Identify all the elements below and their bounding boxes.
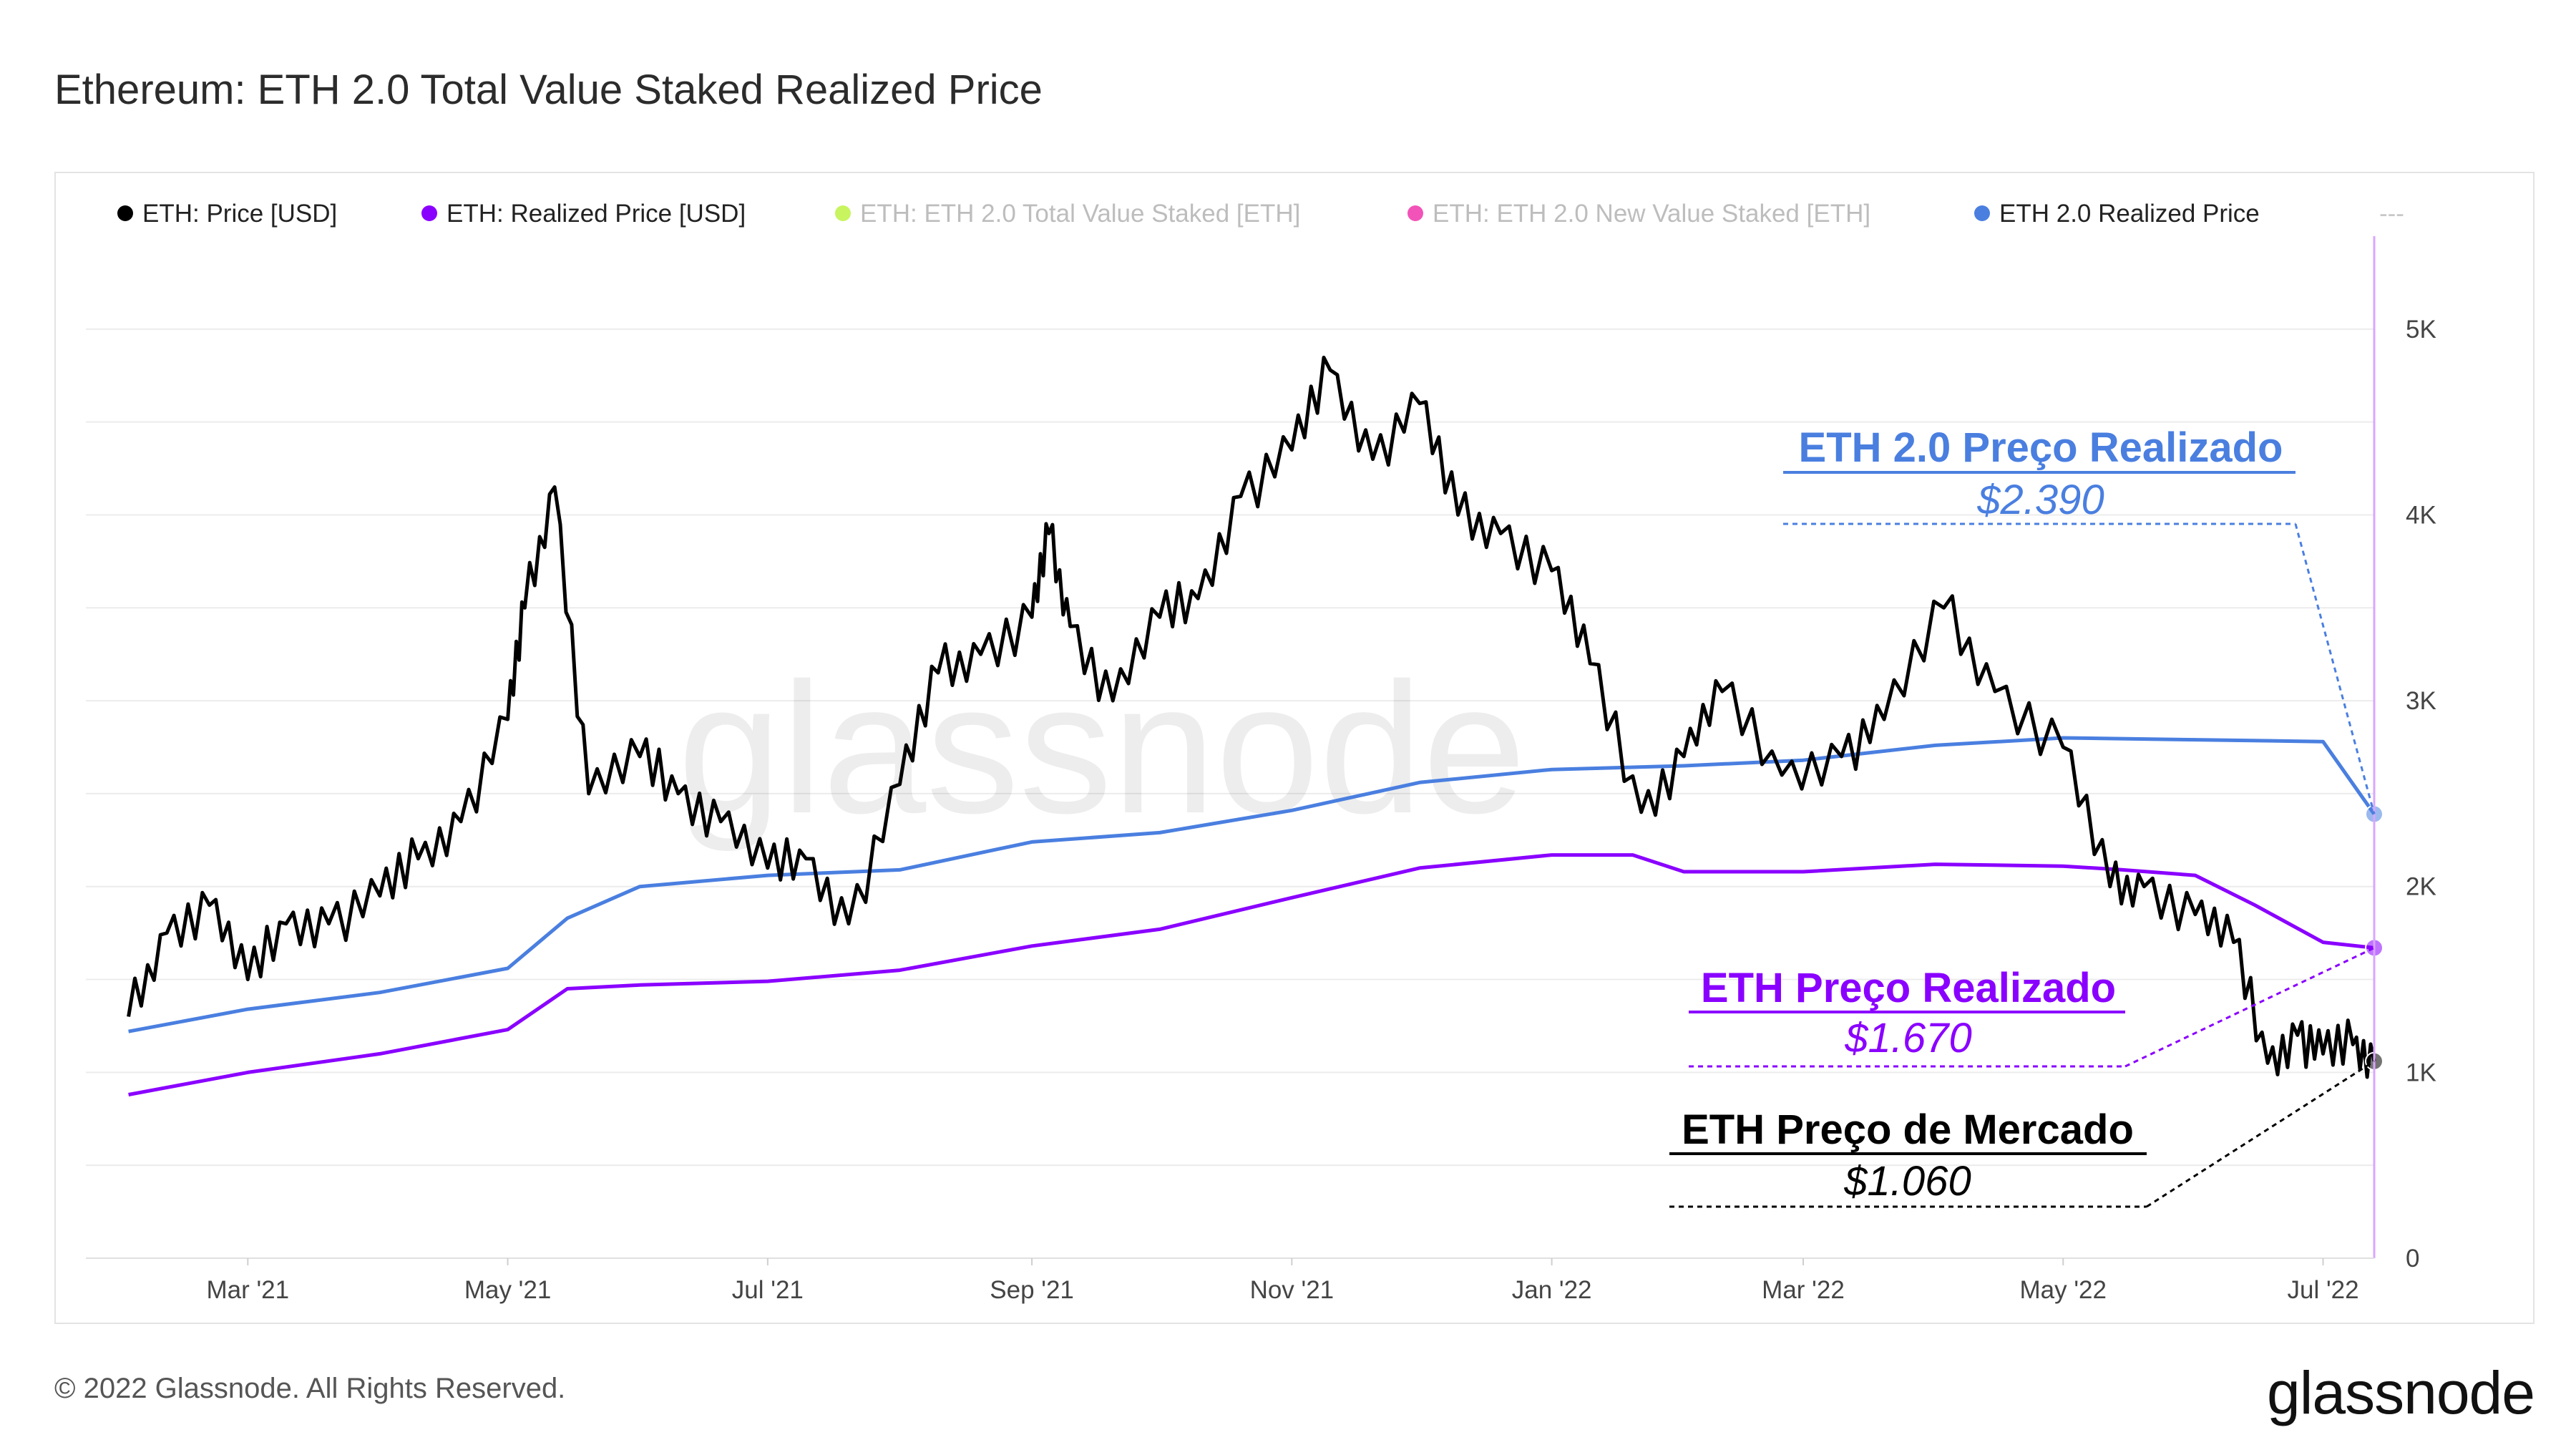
legend-dot-icon (117, 205, 133, 221)
legend-dot-icon (421, 205, 437, 221)
realized-price-line (128, 853, 2375, 1096)
legend-item[interactable]: ETH: ETH 2.0 Total Value Staked [ETH] (835, 200, 1300, 228)
legend-item[interactable]: ETH: ETH 2.0 New Value Staked [ETH] (1407, 200, 1870, 228)
x-tick-label: Jul '22 (2287, 1276, 2358, 1304)
y-tick-label: 0 (2406, 1245, 2419, 1273)
legend-item[interactable]: ETH: Price [USD] (117, 200, 337, 228)
x-tick-label: May '22 (2020, 1276, 2107, 1304)
legend: ETH: Price [USD] ETH: Realized Price [USD… (117, 200, 2404, 228)
legend-item[interactable]: ETH: Realized Price [USD] (421, 200, 746, 228)
annotation-value: $2.390 (1976, 477, 2104, 523)
x-tick-label: Nov '21 (1250, 1276, 1335, 1304)
annotation-value: $1.670 (1844, 1015, 1971, 1061)
y-tick-label: 2K (2406, 873, 2436, 901)
annotation-connector (2294, 523, 2376, 814)
axis-layer: 0 1K 2K 3K 4K 5K Mar '21 May '21 Jul '21 Sep '21 N… (86, 236, 2436, 1304)
x-tick-label: Jan '22 (1512, 1276, 1592, 1304)
annotation-connector (2146, 1060, 2375, 1208)
legend-label: ETH 2.0 Realized Price (1999, 200, 2260, 228)
copyright-text: © 2022 Glassnode. All Rights Reserved. (54, 1373, 566, 1404)
eth2-realized-price-line (128, 736, 2376, 1033)
y-tick-label: 3K (2406, 687, 2436, 715)
glassnode-logo[interactable]: glassnode (2267, 1359, 2535, 1426)
annotation-value: $1.060 (1843, 1158, 1971, 1205)
legend-label: ETH: ETH 2.0 Total Value Staked [ETH] (860, 200, 1300, 228)
x-tick-label: Mar '22 (1762, 1276, 1845, 1304)
x-tick-label: May '21 (464, 1276, 551, 1304)
annotation: ETH Preço Realizado$1.670 (1689, 947, 2375, 1068)
annotation-title: ETH 2.0 Preço Realizado (1799, 424, 2283, 471)
legend-label: ETH: ETH 2.0 New Value Staked [ETH] (1433, 200, 1870, 228)
chart-frame (54, 172, 2534, 1324)
annotation-layer: ETH 2.0 Preço Realizado $2.390 ETH Preço R… (1669, 424, 2376, 1208)
glassnode-watermark: glassnode (678, 645, 1526, 853)
x-tick-label: Jul '21 (732, 1276, 804, 1304)
legend-dot-icon (1974, 205, 1990, 221)
x-tick-label: Mar '21 (206, 1276, 289, 1304)
y-tick-label: 5K (2406, 316, 2436, 344)
y-tick-label: 4K (2406, 501, 2436, 529)
y-tick-label: 1K (2406, 1059, 2436, 1086)
annotation-title: ETH Preço Realizado (1701, 965, 2116, 1011)
legend-item[interactable]: ETH 2.0 Realized Price (1974, 200, 2260, 228)
annotation: ETH Preço de Mercado $1.060 (1669, 1060, 2375, 1208)
legend-label: ETH: Realized Price [USD] (447, 200, 746, 228)
legend-dot-icon (1407, 205, 1423, 221)
legend-dot-icon (835, 205, 851, 221)
legend-more: --- (2379, 200, 2404, 228)
legend-label: ETH: Price [USD] (142, 200, 337, 228)
price-line (127, 356, 2376, 1079)
annotation: ETH 2.0 Preço Realizado $2.390 (1783, 424, 2376, 814)
annotation-title: ETH Preço de Mercado (1682, 1106, 2134, 1153)
chart-title: Ethereum: ETH 2.0 Total Value Staked Rea… (54, 67, 1043, 113)
x-tick-label: Sep '21 (990, 1276, 1074, 1304)
